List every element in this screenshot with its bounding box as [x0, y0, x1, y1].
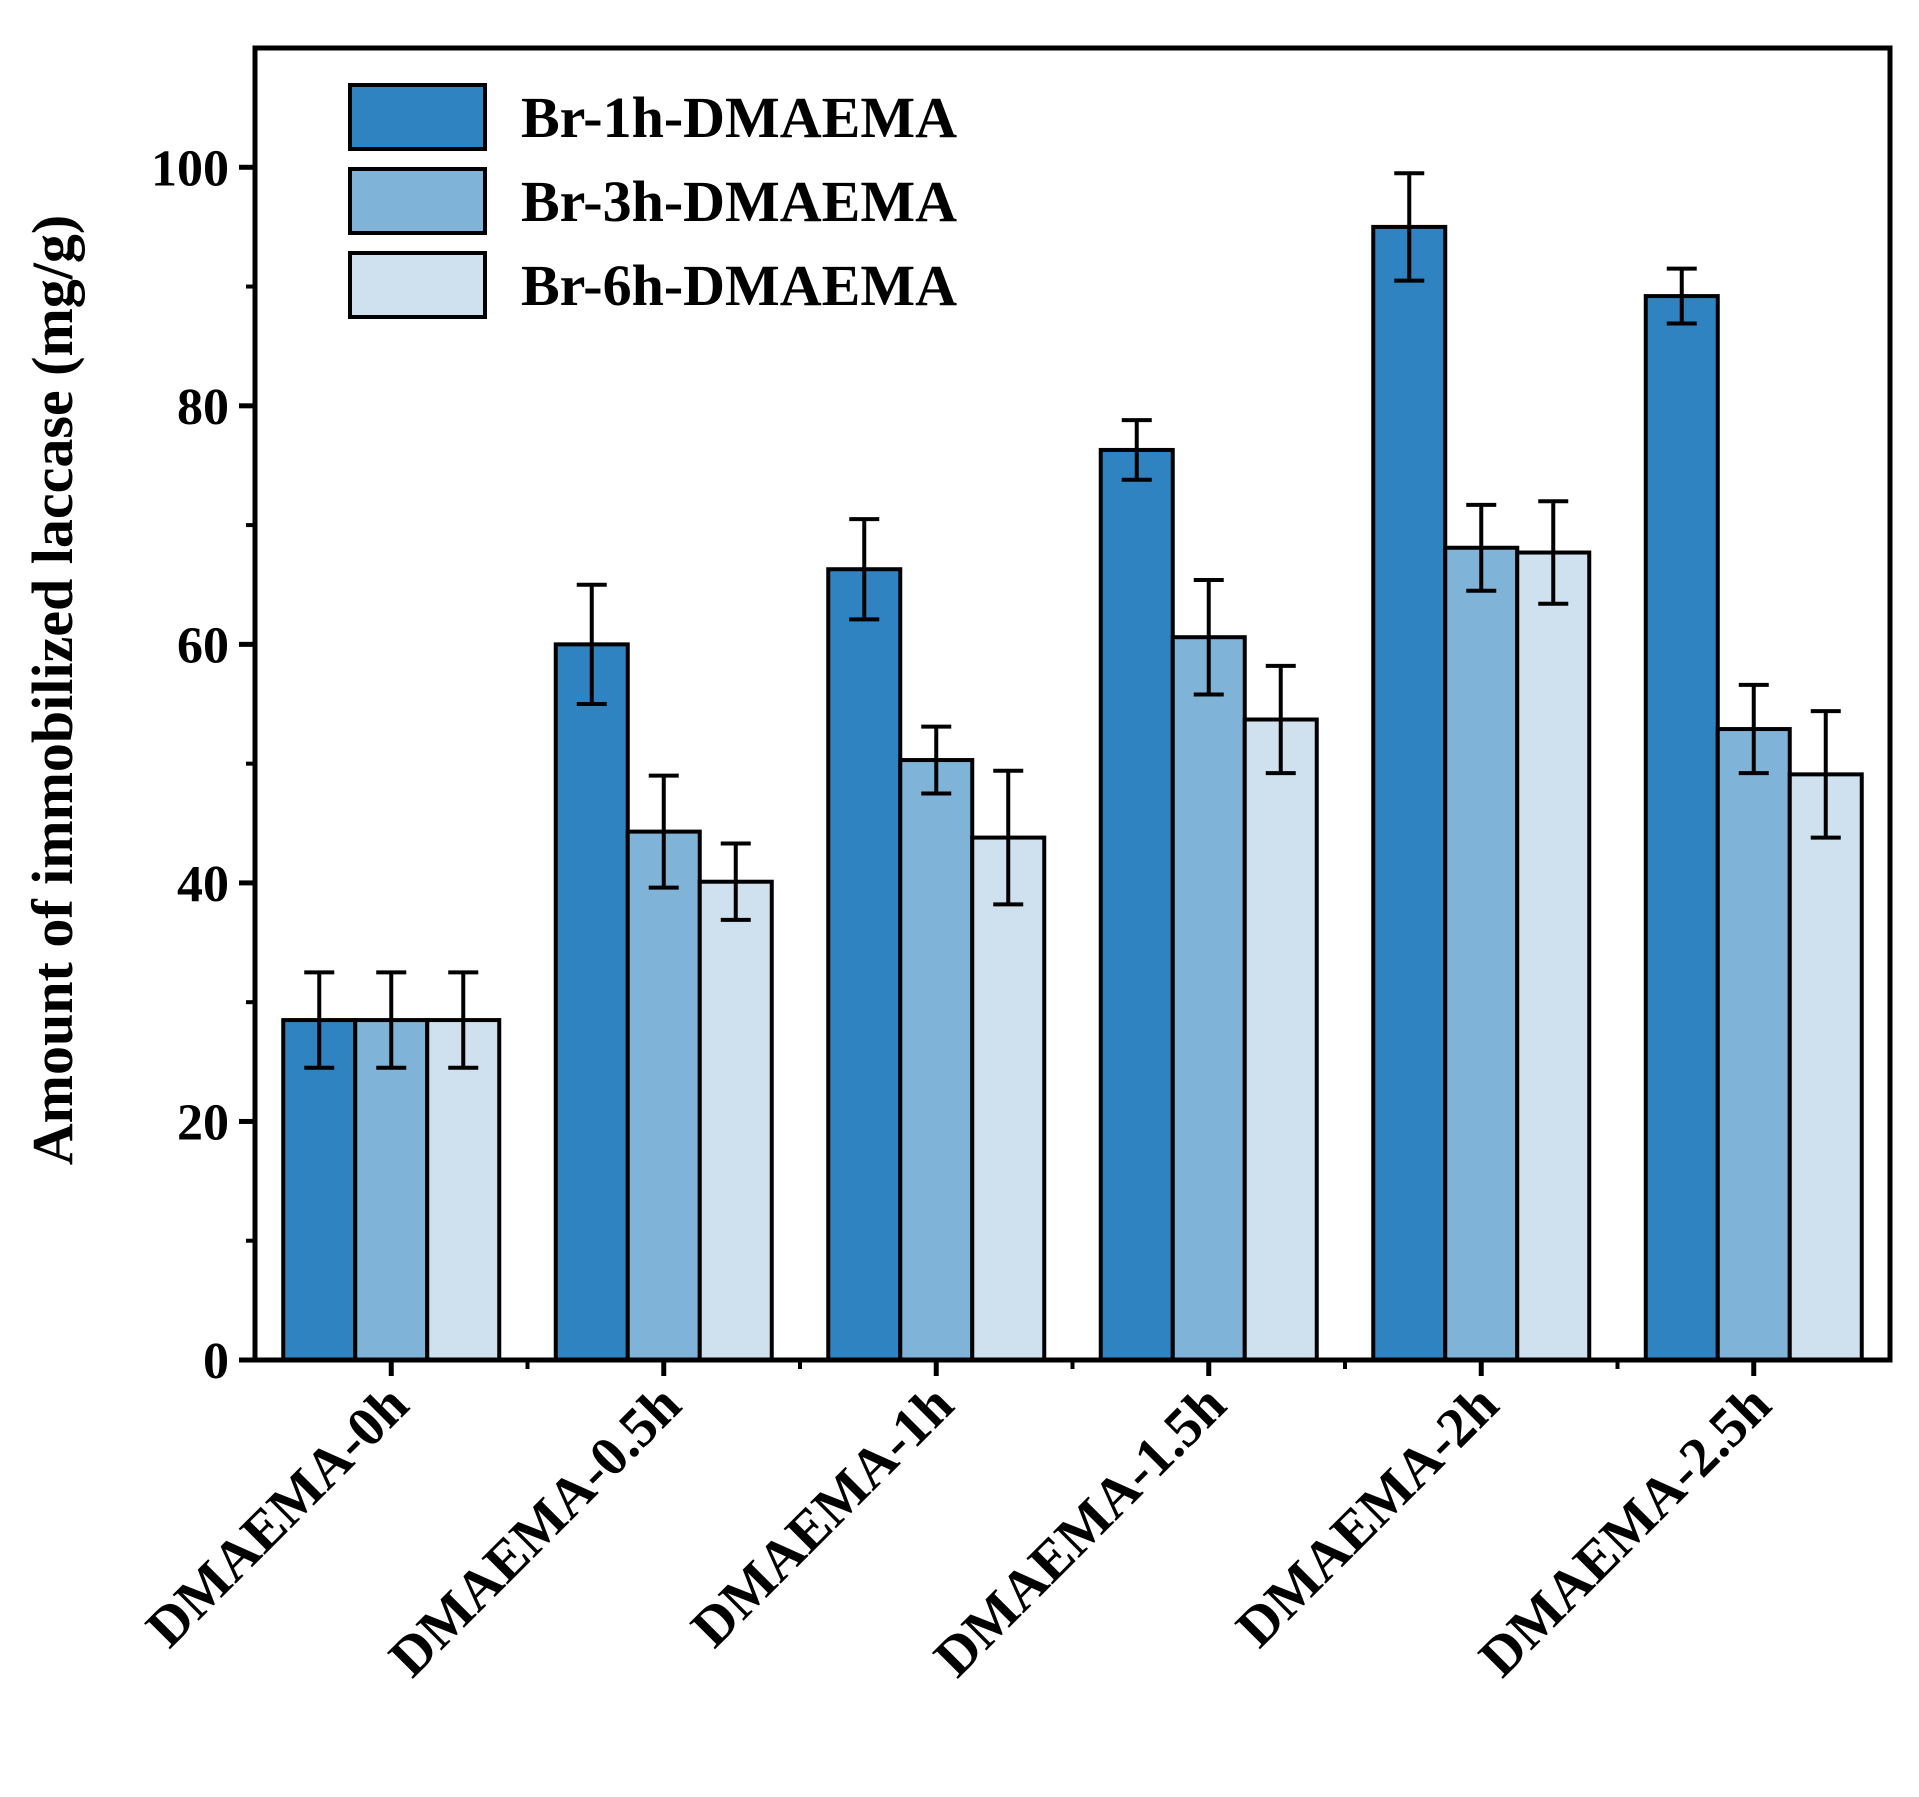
y-tick-label: 0	[203, 1333, 229, 1390]
bar	[970, 835, 1047, 1362]
bar	[353, 1018, 430, 1363]
bar	[697, 879, 774, 1362]
legend-swatch	[348, 167, 487, 235]
bar	[898, 758, 975, 1362]
legend-label: Br-6h-DMAEMA	[521, 253, 957, 318]
bar	[1170, 635, 1247, 1362]
x-tick-label: DMAEMA-2h	[1225, 1373, 1511, 1659]
y-tick-label: 60	[177, 617, 229, 674]
bar	[1242, 717, 1319, 1362]
y-tick-label: 80	[177, 379, 229, 436]
legend-swatch	[348, 251, 487, 319]
bar	[1371, 224, 1448, 1363]
bar	[553, 642, 630, 1362]
bar	[1515, 550, 1592, 1362]
bar	[1787, 772, 1864, 1362]
legend-swatch	[348, 83, 487, 151]
x-tick-label: DMAEMA-0.5h	[377, 1373, 693, 1689]
legend-label: Br-1h-DMAEMA	[521, 85, 957, 150]
plot-area	[281, 171, 1864, 1363]
legend: Br-1h-DMAEMA Br-3h-DMAEMA Br-6h-DMAEMA	[348, 83, 957, 319]
y-tick-label: 20	[177, 1094, 229, 1151]
bar	[281, 1018, 358, 1363]
x-tick-label: DMAEMA-1.5h	[922, 1373, 1238, 1689]
bar	[1098, 447, 1175, 1362]
y-axis-title: Amount of immobilized laccase (mg/g)	[20, 215, 85, 1165]
x-tick-label: DMAEMA-1h	[680, 1373, 966, 1659]
x-tick-label: DMAEMA-0h	[135, 1373, 421, 1659]
bar	[826, 567, 903, 1362]
y-tick-label: 100	[151, 140, 229, 197]
bar	[625, 829, 702, 1362]
x-tick-label: DMAEMA-2.5h	[1467, 1373, 1783, 1689]
y-tick-label: 40	[177, 856, 229, 913]
bar	[1643, 294, 1720, 1362]
bar	[1715, 727, 1792, 1362]
legend-label: Br-3h-DMAEMA	[521, 169, 957, 234]
bar	[1443, 545, 1520, 1362]
bar	[425, 1018, 502, 1363]
